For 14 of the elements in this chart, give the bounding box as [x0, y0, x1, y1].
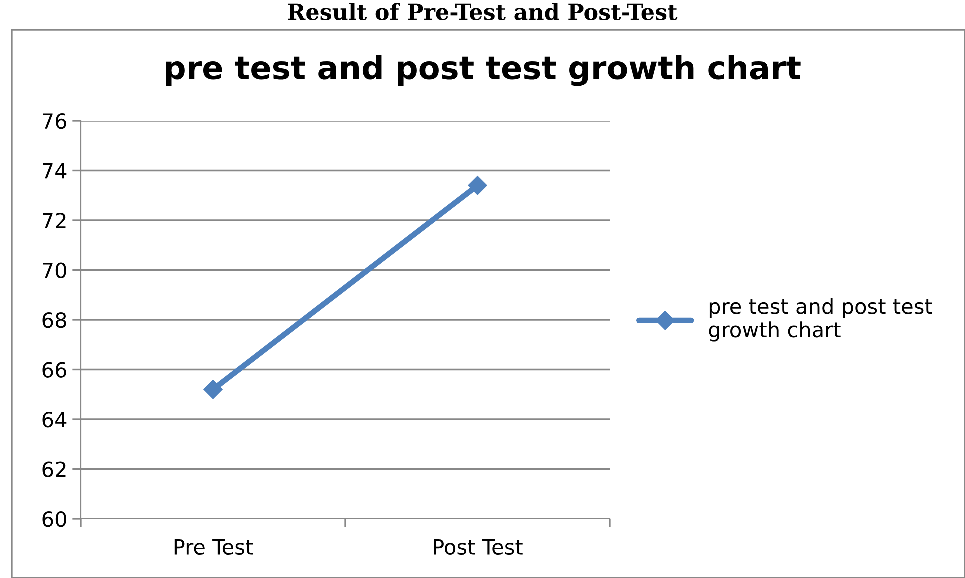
x-tick-label: Post Test: [434, 540, 523, 556]
legend-label: pre test and post test growth chart: [709, 298, 932, 342]
y-tick-label: 64: [42, 412, 67, 428]
y-tick-label: 76: [43, 113, 66, 130]
y-tick-label: 62: [42, 462, 66, 478]
y-tick-label: 70: [43, 262, 66, 278]
chart-title: pre test and post test growth chart: [166, 55, 801, 86]
y-tick-label: 66: [42, 362, 66, 378]
text: Result of Pre-Test and Post-Test: [288, 3, 678, 20]
y-tick-label: 72: [43, 212, 66, 228]
x-tick-label: Pre Test: [174, 540, 254, 556]
y-tick-label: 74: [43, 163, 67, 179]
y-tick-label: 68: [42, 312, 66, 328]
y-tick-label: 60: [42, 511, 66, 528]
